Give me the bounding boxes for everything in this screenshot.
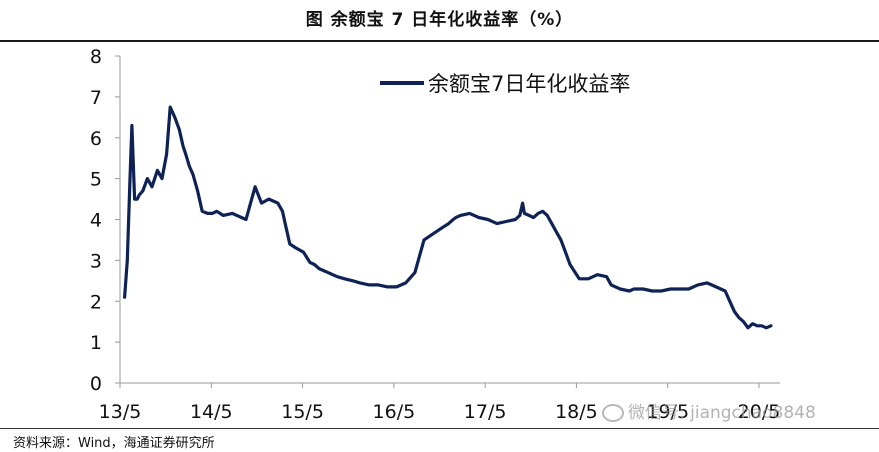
source-text: 资料来源：Wind，海通证券研究所	[13, 436, 215, 451]
series-line-0	[122, 105, 773, 330]
figure-title: 图 余额宝 7 日年化收益率（%）	[305, 10, 574, 30]
y-tick-label: 4	[90, 210, 102, 232]
legend-label: 余额宝7日年化收益率	[428, 72, 630, 96]
y-tick-label: 5	[90, 169, 102, 191]
x-tick-label: 15/5	[281, 401, 324, 423]
source-footer: 资料来源：Wind，海通证券研究所	[0, 428, 879, 452]
y-tick-label: 0	[90, 373, 102, 395]
watermark: 微信号: jiangchao8848	[602, 398, 816, 423]
line-chart: 0 1 2 3 4 5 6 7 8 13/5 14/5 15/5 16/5 17/5 18/5 19/5 20/…	[90, 46, 781, 423]
x-tick-label: 14/5	[190, 401, 233, 423]
x-tick-label: 13/5	[99, 401, 142, 423]
y-tick-label: 6	[90, 128, 102, 150]
figure-title-bar: 图 余额宝 7 日年化收益率（%）	[0, 0, 879, 42]
x-tick-label: 17/5	[464, 401, 507, 423]
watermark-text: 微信号: jiangchao8848	[628, 403, 816, 423]
x-tick-label: 18/5	[555, 401, 598, 423]
x-tick-label: 19/5	[646, 401, 689, 423]
chart-area: 0 1 2 3 4 5 6 7 8 13/5 14/5 15/5 16/5 17/5 18/5 19/5 20/…	[0, 42, 879, 427]
x-tick-label: 16/5	[373, 401, 416, 423]
wechat-icon	[602, 404, 624, 422]
y-tick-label: 7	[90, 87, 102, 109]
y-tick-label: 2	[90, 291, 102, 313]
x-tick-label: 20/5	[738, 401, 781, 423]
y-tick-label: 8	[90, 46, 102, 68]
y-tick-label: 3	[90, 250, 102, 272]
y-tick-label: 1	[90, 332, 102, 354]
